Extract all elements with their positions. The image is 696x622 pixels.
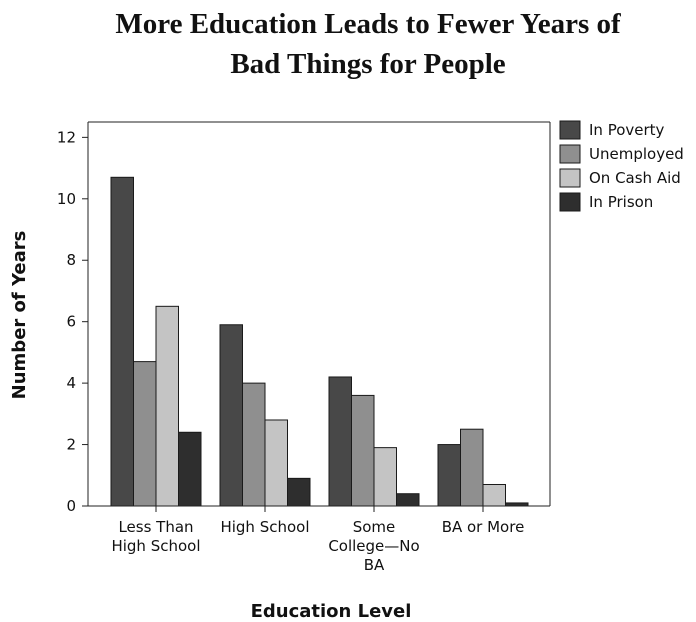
legend-swatch [559,168,581,188]
bar-in-poverty [110,176,134,507]
bar-on-cash-aid [264,419,288,507]
x-category-label: High School [220,518,309,536]
bar-in-poverty [219,324,243,507]
bars-group [110,176,529,507]
y-tick-label: 12 [57,128,76,146]
y-tick-label: 0 [66,497,76,515]
x-axis-label: Education Level [251,601,412,622]
bar-in-prison [396,493,420,507]
bar-in-prison [178,431,202,507]
y-tick-label: 2 [66,436,76,454]
y-axis-label: Number of Years [9,231,30,400]
chart-title-line-1: More Education Leads to Fewer Years of [115,8,621,40]
legend-label: On Cash Aid [589,169,681,187]
bar-on-cash-aid [155,305,179,507]
y-ticks-group: 0 2 4 6 8 10 12 [57,128,88,515]
y-tick-label: 4 [66,374,76,392]
y-tick-label: 8 [66,251,76,269]
x-category-label: BA or More [442,518,525,536]
legend-label: Unemployed [589,145,684,163]
bar-in-poverty [328,376,352,507]
x-categories-group: Less Than High School High School Some Colle… [111,506,524,574]
bar-in-poverty [437,444,461,507]
legend-label: In Prison [589,193,653,211]
legend-swatch [559,144,581,164]
legend-swatch [559,120,581,140]
bar-on-cash-aid [373,447,397,507]
bar-unemployed [242,382,266,507]
chart-title: More Education Leads to Fewer Years of B… [0,4,696,84]
chart-title-line-2: Bad Things for People [230,48,506,80]
x-category-label: Some College—No BA [328,518,419,574]
bar-unemployed [133,361,157,507]
axes-group [87,121,551,507]
bar-on-cash-aid [482,483,506,507]
y-tick-label: 10 [57,190,76,208]
legend-swatch [559,192,581,212]
y-tick-label: 6 [66,313,76,331]
bar-unemployed [351,394,375,507]
bar-unemployed [460,428,484,507]
legend-label: In Poverty [589,121,665,139]
bar-in-prison [287,477,311,507]
legend: In Poverty Unemployed On Cash Aid In Prison [559,120,684,212]
x-category-label: Less Than High School [111,518,200,555]
